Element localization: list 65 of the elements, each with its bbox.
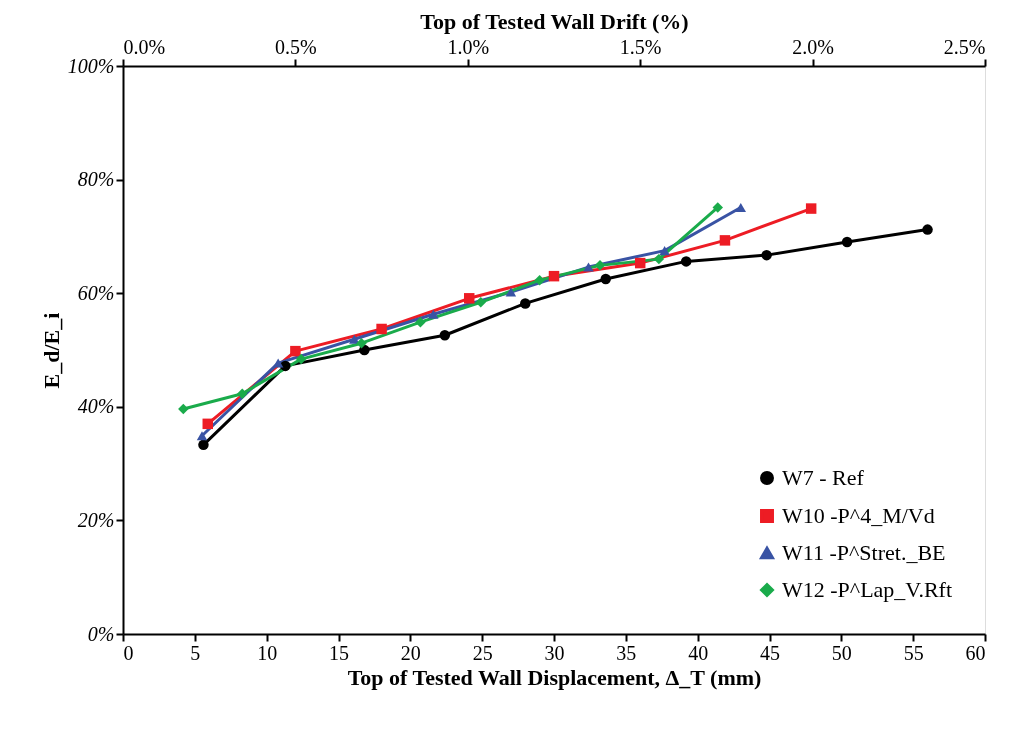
x-tick-label: 40 — [688, 641, 709, 664]
point — [735, 202, 747, 212]
point — [634, 257, 646, 269]
point — [439, 330, 451, 341]
point — [548, 270, 560, 282]
point — [196, 431, 208, 441]
x-tick-label: 10 — [257, 641, 278, 664]
x-tick-label: 30 — [544, 641, 565, 664]
point — [520, 298, 531, 309]
point — [505, 287, 517, 297]
x-tick-label: 0 — [123, 641, 134, 664]
legend-label: W7 - Ref — [782, 465, 865, 490]
point — [463, 293, 475, 304]
x2-tick-label: 2.0% — [792, 35, 834, 58]
x2-tick-label: 1.0% — [447, 35, 490, 58]
x-tick-label: 50 — [831, 641, 852, 664]
x-tick-label: 5 — [190, 641, 201, 664]
point — [290, 345, 301, 357]
point — [237, 388, 248, 399]
x2-axis-title: Top of Tested Wall Drift (%) — [420, 8, 689, 34]
x-tick-label: 20 — [400, 641, 421, 664]
point — [359, 344, 370, 356]
x2-tick-label: 0.5% — [275, 35, 317, 58]
point — [594, 260, 606, 271]
y-tick-label: 80% — [77, 168, 115, 191]
point — [653, 253, 665, 265]
x-tick-label: 25 — [472, 641, 493, 664]
x-axis-title: Top of Tested Wall Displacement, Δ_T (mm) — [347, 664, 762, 690]
point — [178, 403, 189, 415]
point — [415, 316, 426, 328]
x-tick-label: 35 — [616, 641, 637, 664]
point — [922, 224, 933, 235]
x-tick-label: 55 — [903, 641, 924, 664]
point — [805, 203, 817, 214]
legend-label: W10 -P^4_M/Vd — [782, 503, 935, 528]
y-tick-label: 20% — [77, 508, 115, 531]
point — [376, 323, 387, 335]
legend-label: W11 -P^Stret._BE — [782, 540, 946, 565]
point — [475, 297, 486, 308]
x-tick-label: 60 — [965, 641, 986, 664]
point — [761, 249, 772, 261]
y-tick-label: 60% — [77, 281, 115, 304]
point — [202, 418, 214, 430]
x2-tick-label: 0.0% — [123, 35, 166, 58]
y-axis-title: E_d/E_i — [38, 312, 64, 389]
point — [659, 246, 670, 256]
point — [198, 439, 209, 451]
y-tick-label: 100% — [67, 54, 115, 77]
y-tick-label: 40% — [77, 395, 115, 418]
point — [719, 235, 731, 246]
point — [841, 236, 853, 248]
x-tick-label: 15 — [329, 641, 349, 664]
point — [712, 202, 724, 213]
point — [295, 353, 307, 365]
point — [583, 262, 594, 272]
point — [534, 274, 545, 286]
point — [680, 256, 692, 267]
x2-tick-label: 2.5% — [943, 35, 986, 58]
legend-label: W12 -P^Lap_V.Rft — [782, 577, 953, 602]
x-tick-label: 45 — [760, 641, 780, 664]
point — [356, 337, 367, 349]
y-tick-label: 0% — [87, 622, 115, 645]
point — [600, 273, 611, 285]
point — [428, 309, 439, 319]
x2-tick-label: 1.5% — [619, 35, 662, 58]
